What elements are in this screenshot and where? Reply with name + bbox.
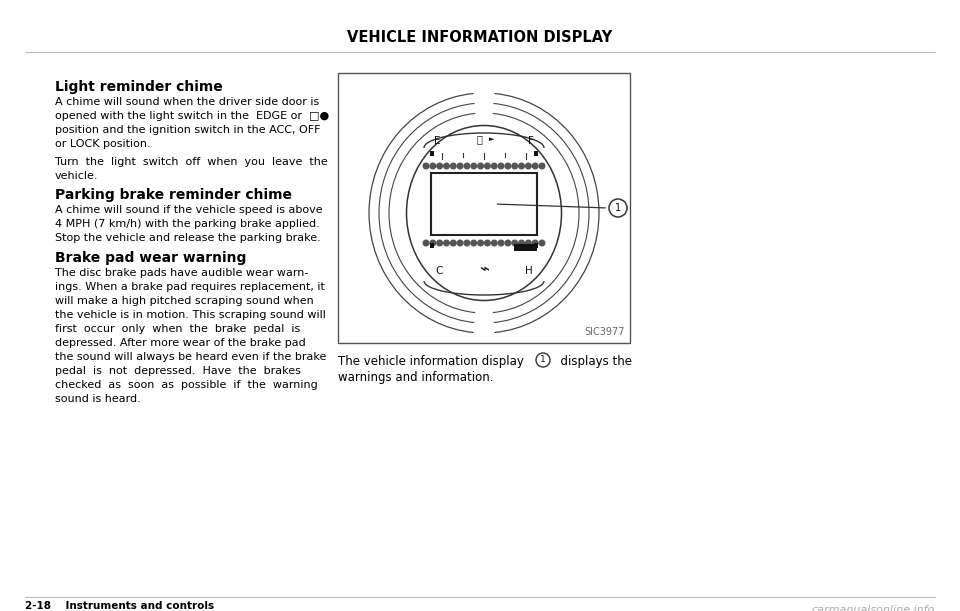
Circle shape bbox=[444, 240, 449, 246]
Circle shape bbox=[505, 163, 511, 169]
Circle shape bbox=[533, 163, 538, 169]
Circle shape bbox=[464, 240, 469, 246]
Circle shape bbox=[485, 163, 491, 169]
Text: A chime will sound if the vehicle speed is above: A chime will sound if the vehicle speed … bbox=[55, 205, 323, 215]
Text: depressed. After more wear of the brake pad: depressed. After more wear of the brake … bbox=[55, 338, 305, 348]
Text: displays the: displays the bbox=[553, 355, 632, 368]
Ellipse shape bbox=[406, 125, 562, 301]
Circle shape bbox=[525, 163, 531, 169]
Circle shape bbox=[505, 240, 511, 246]
Circle shape bbox=[444, 163, 449, 169]
Text: A chime will sound when the driver side door is: A chime will sound when the driver side … bbox=[55, 97, 320, 107]
Text: H: H bbox=[525, 266, 533, 276]
Text: 1: 1 bbox=[615, 203, 621, 213]
Bar bbox=[430, 243, 434, 248]
Text: ings. When a brake pad requires replacement, it: ings. When a brake pad requires replacem… bbox=[55, 282, 324, 292]
Text: Brake pad wear warning: Brake pad wear warning bbox=[55, 251, 247, 265]
Circle shape bbox=[498, 163, 504, 169]
Text: Light reminder chime: Light reminder chime bbox=[55, 80, 223, 94]
Circle shape bbox=[478, 163, 484, 169]
Text: Stop the vehicle and release the parking brake.: Stop the vehicle and release the parking… bbox=[55, 233, 321, 243]
Text: F: F bbox=[528, 136, 534, 146]
Text: pedal  is  not  depressed.  Have  the  brakes: pedal is not depressed. Have the brakes bbox=[55, 366, 300, 376]
Bar bbox=[338, 73, 630, 343]
Text: sound is heard.: sound is heard. bbox=[55, 394, 141, 404]
Circle shape bbox=[423, 163, 429, 169]
Text: VEHICLE INFORMATION DISPLAY: VEHICLE INFORMATION DISPLAY bbox=[348, 31, 612, 45]
Text: E: E bbox=[434, 136, 441, 146]
Text: ►: ► bbox=[490, 136, 494, 142]
Circle shape bbox=[471, 240, 476, 246]
Circle shape bbox=[457, 163, 463, 169]
Text: Turn  the  light  switch  off  when  you  leave  the: Turn the light switch off when you leave… bbox=[55, 157, 327, 167]
Text: Parking brake reminder chime: Parking brake reminder chime bbox=[55, 188, 292, 202]
Circle shape bbox=[498, 240, 504, 246]
Circle shape bbox=[437, 163, 443, 169]
Circle shape bbox=[518, 163, 524, 169]
Circle shape bbox=[423, 240, 429, 246]
Circle shape bbox=[430, 163, 436, 169]
Circle shape bbox=[540, 240, 544, 246]
Circle shape bbox=[457, 240, 463, 246]
Circle shape bbox=[512, 240, 517, 246]
Text: 1: 1 bbox=[540, 356, 546, 365]
Text: or LOCK position.: or LOCK position. bbox=[55, 139, 151, 149]
Circle shape bbox=[485, 240, 491, 246]
Text: carmanualsonline.info: carmanualsonline.info bbox=[812, 605, 935, 611]
Circle shape bbox=[518, 240, 524, 246]
Text: The vehicle information display: The vehicle information display bbox=[338, 355, 524, 368]
Circle shape bbox=[450, 163, 456, 169]
Text: opened with the light switch in the  EDGE or  □●: opened with the light switch in the EDGE… bbox=[55, 111, 329, 121]
Text: checked  as  soon  as  possible  if  the  warning: checked as soon as possible if the warni… bbox=[55, 380, 318, 390]
Text: 4 MPH (7 km/h) with the parking brake applied.: 4 MPH (7 km/h) with the parking brake ap… bbox=[55, 219, 320, 229]
Circle shape bbox=[450, 240, 456, 246]
Text: the sound will always be heard even if the brake: the sound will always be heard even if t… bbox=[55, 352, 326, 362]
Circle shape bbox=[525, 240, 531, 246]
Circle shape bbox=[540, 163, 544, 169]
Circle shape bbox=[430, 240, 436, 246]
Text: 2-18    Instruments and controls: 2-18 Instruments and controls bbox=[25, 601, 214, 611]
Bar bbox=[430, 151, 434, 156]
Text: vehicle.: vehicle. bbox=[55, 171, 99, 181]
Text: will make a high pitched scraping sound when: will make a high pitched scraping sound … bbox=[55, 296, 314, 306]
Text: SIC3977: SIC3977 bbox=[585, 327, 625, 337]
Bar bbox=[534, 151, 538, 156]
Text: position and the ignition switch in the ACC, OFF: position and the ignition switch in the … bbox=[55, 125, 321, 135]
Text: warnings and information.: warnings and information. bbox=[338, 371, 493, 384]
Text: ⌁: ⌁ bbox=[479, 260, 489, 278]
Text: ⛽: ⛽ bbox=[476, 134, 482, 144]
Circle shape bbox=[478, 240, 484, 246]
Circle shape bbox=[471, 163, 476, 169]
Circle shape bbox=[437, 240, 443, 246]
Bar bbox=[534, 243, 538, 248]
Text: The disc brake pads have audible wear warn-: The disc brake pads have audible wear wa… bbox=[55, 268, 308, 278]
Circle shape bbox=[464, 163, 469, 169]
Text: first  occur  only  when  the  brake  pedal  is: first occur only when the brake pedal is bbox=[55, 324, 300, 334]
Circle shape bbox=[492, 240, 497, 246]
Text: the vehicle is in motion. This scraping sound will: the vehicle is in motion. This scraping … bbox=[55, 310, 325, 320]
Circle shape bbox=[512, 163, 517, 169]
Bar bbox=[431, 173, 537, 235]
Text: C: C bbox=[435, 266, 443, 276]
Bar bbox=[514, 244, 537, 251]
Circle shape bbox=[533, 240, 538, 246]
Circle shape bbox=[492, 163, 497, 169]
